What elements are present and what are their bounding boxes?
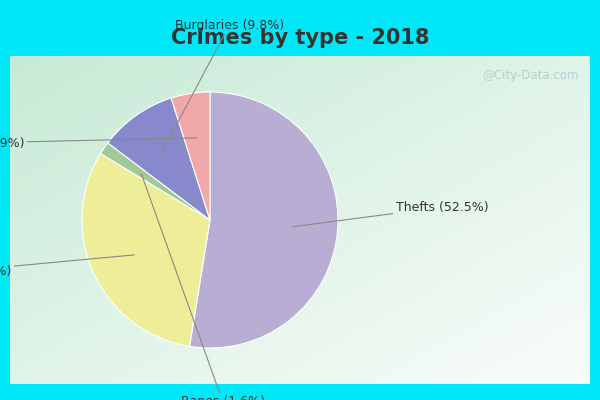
Text: Rapes (1.6%): Rapes (1.6%) [141, 173, 265, 400]
Wedge shape [108, 98, 210, 220]
Text: Burglaries (9.8%): Burglaries (9.8%) [162, 19, 284, 152]
Text: Thefts (52.5%): Thefts (52.5%) [293, 201, 488, 227]
Text: Crimes by type - 2018: Crimes by type - 2018 [171, 28, 429, 48]
Text: @City-Data.com: @City-Data.com [482, 69, 578, 82]
Wedge shape [190, 92, 338, 348]
Wedge shape [82, 154, 210, 346]
Text: Assaults (31.1%): Assaults (31.1%) [0, 255, 134, 278]
Wedge shape [101, 143, 210, 220]
Wedge shape [171, 92, 210, 220]
Text: Auto thefts (4.9%): Auto thefts (4.9%) [0, 137, 197, 150]
